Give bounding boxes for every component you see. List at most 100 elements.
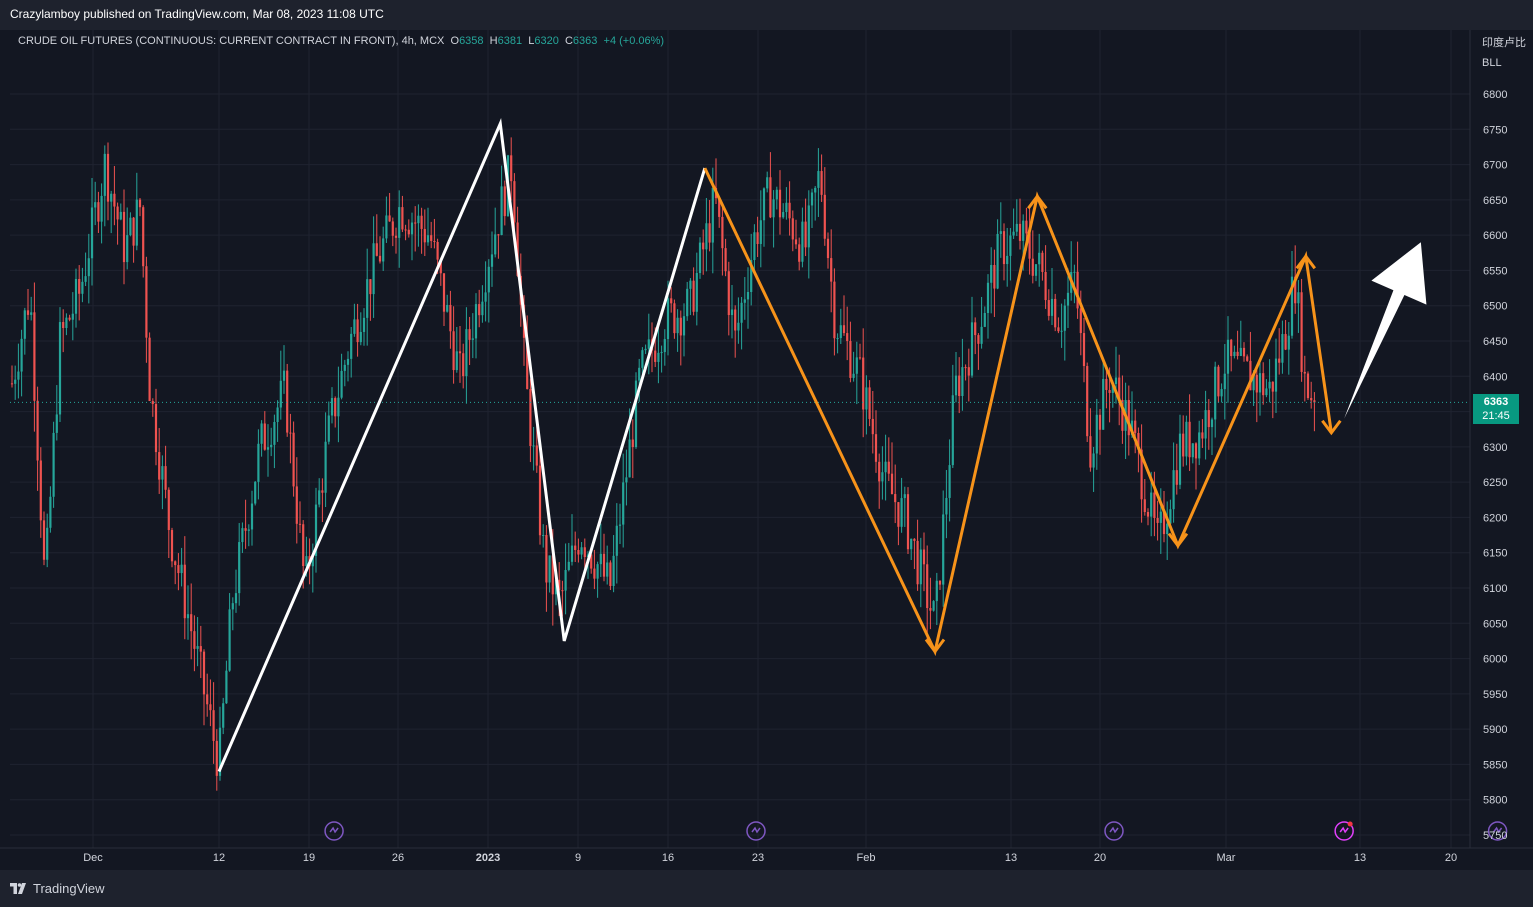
candle-body <box>462 353 465 377</box>
candle-body <box>154 404 158 453</box>
symbol-legend[interactable]: CRUDE OIL FUTURES (CONTINUOUS: CURRENT C… <box>18 35 664 47</box>
candle-body <box>874 434 878 462</box>
price-tick-label: 5750 <box>1483 830 1507 842</box>
candle-body <box>1306 373 1310 399</box>
candle-body <box>820 171 823 195</box>
low-label: L <box>528 35 535 47</box>
tradingview-brand: TradingView <box>33 881 105 896</box>
candle-body <box>1169 509 1172 524</box>
price-tick-label: 6400 <box>1483 371 1507 383</box>
candle-body <box>542 535 545 537</box>
candle-body <box>286 370 289 433</box>
candle-body <box>634 380 638 448</box>
candle-body <box>302 524 305 566</box>
candle-body <box>343 364 346 371</box>
candle-body <box>142 207 145 267</box>
price-tick-label: 6550 <box>1483 265 1507 277</box>
last-price-value: 6363 <box>1483 396 1509 409</box>
price-tick-label: 6600 <box>1483 230 1507 242</box>
time-tick-label: 9 <box>575 852 581 864</box>
candle-body <box>23 310 26 339</box>
candle-body <box>401 207 404 230</box>
candle-body <box>737 322 740 331</box>
candle-body <box>961 367 964 396</box>
candle-body <box>366 279 369 318</box>
time-tick-label: 2023 <box>476 852 500 864</box>
candle-body <box>638 367 641 381</box>
candle-body <box>548 555 551 583</box>
candle-body <box>1140 449 1143 500</box>
candle-body <box>602 553 606 577</box>
candle-body <box>958 375 961 396</box>
candle-body <box>1220 389 1223 397</box>
candle-body <box>234 593 238 604</box>
candle-body <box>1047 300 1050 316</box>
candle-body <box>391 221 394 236</box>
candle-body <box>849 341 852 378</box>
tradingview-logo[interactable]: TradingView <box>10 881 105 896</box>
time-tick-label: Dec <box>83 852 103 864</box>
candle-body <box>78 278 81 294</box>
candle-body <box>1057 327 1060 332</box>
candle-body <box>1265 388 1268 396</box>
candle-body <box>423 228 426 243</box>
candle-body <box>36 400 39 461</box>
candle-body <box>1294 276 1297 304</box>
candle-body <box>138 199 142 208</box>
price-chart[interactable]: 5750 5800 5850 5900 5950 6000 6050 6100 6150 6200… <box>0 30 1533 870</box>
candle-body <box>884 461 887 473</box>
candle-body <box>545 535 548 583</box>
candle-body <box>30 312 33 315</box>
candle-body <box>1233 351 1236 357</box>
candle-body <box>1172 470 1175 510</box>
candle-body <box>215 740 218 776</box>
candle-body <box>535 445 538 466</box>
candle-body <box>129 217 132 236</box>
candle-body <box>625 477 628 483</box>
candle-body <box>1159 511 1162 523</box>
candle-body <box>791 218 794 240</box>
candle-body <box>279 380 282 408</box>
candle-body <box>570 545 574 562</box>
candle-body <box>58 322 62 415</box>
candle-body <box>574 545 577 551</box>
candle-body <box>801 221 804 262</box>
candle-body <box>356 319 359 343</box>
candle-body <box>241 528 244 543</box>
candle-body <box>670 298 673 304</box>
candle-body <box>1278 358 1281 363</box>
price-tick-label: 6250 <box>1483 477 1507 489</box>
candle-body <box>1166 523 1169 535</box>
price-tick-label: 5800 <box>1483 795 1507 807</box>
candle-body <box>1226 339 1230 374</box>
candle-body <box>305 556 308 566</box>
candle-body <box>122 211 126 263</box>
candle-body <box>318 490 321 505</box>
time-tick-label: 13 <box>1354 852 1366 864</box>
candle-body <box>1150 492 1153 517</box>
candle-body <box>785 202 788 213</box>
candle-body <box>14 379 17 384</box>
time-axis: Dec 12 19 26 2023 9 16 23 Feb 13 20 Mar 13 20 <box>83 852 1457 864</box>
candle-body <box>1188 421 1191 458</box>
candle-body <box>554 579 558 595</box>
candle-body <box>311 555 314 567</box>
candle-body <box>263 423 266 450</box>
candle-body <box>910 538 913 550</box>
candle-body <box>641 350 644 368</box>
candle-body <box>321 490 324 493</box>
candle-body <box>1018 223 1022 241</box>
candle-body <box>1191 443 1194 458</box>
candle-body <box>775 189 778 200</box>
candle-body <box>996 233 999 289</box>
candle-body <box>890 473 894 495</box>
candle-body <box>375 243 378 256</box>
candle-body <box>465 329 468 377</box>
candle-body <box>74 278 78 314</box>
candle-body <box>494 234 497 255</box>
candle-body <box>369 279 372 295</box>
price-tick-label: 5950 <box>1483 689 1507 701</box>
candle-body <box>398 207 401 238</box>
candle-body <box>404 229 407 231</box>
candle-body <box>1034 264 1038 276</box>
